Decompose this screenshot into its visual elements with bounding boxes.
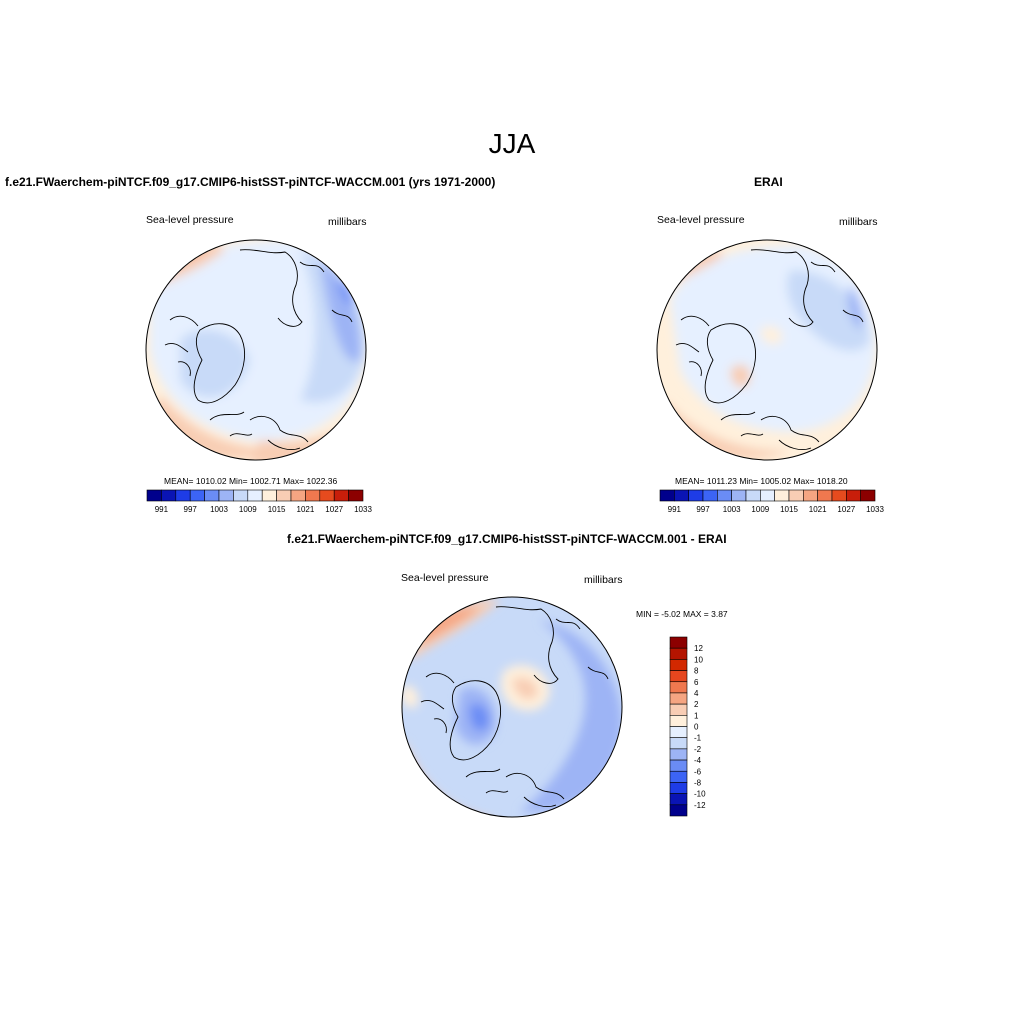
obs-colorbar-box [788, 489, 804, 502]
diff-colorbar-box [669, 726, 688, 738]
obs-colorbar-box [659, 489, 675, 502]
model-colorbar-tick-label: 997 [184, 505, 198, 514]
diff-colorbar-box [669, 670, 688, 683]
model-colorbar-box [290, 489, 306, 502]
diff-colorbar-box [669, 681, 688, 694]
obs-panel-title: ERAI [754, 175, 783, 189]
diff-colorbar-tick-label: -4 [694, 756, 702, 765]
obs-colorbar-tick-label: 1009 [751, 505, 769, 514]
diff-stats: MIN = -5.02 MAX = 3.87 [636, 609, 728, 619]
obs-colorbar-box [831, 489, 847, 502]
obs-colorbar-box [688, 489, 704, 502]
diff-colorbar-box [669, 748, 688, 761]
obs-colorbar-tick-label: 1003 [723, 505, 741, 514]
model-colorbar-tick-label: 1015 [268, 505, 286, 514]
model-stats: MEAN= 1010.02 Min= 1002.71 Max= 1022.36 [164, 476, 338, 486]
obs-colorbar-box [702, 489, 718, 502]
diff-colorbar-box [669, 770, 688, 783]
diff-colorbar-tick-label: -10 [694, 790, 706, 799]
obs-colorbar-box [846, 489, 861, 502]
obs-colorbar-tick-label: 1033 [866, 505, 884, 514]
obs-colorbar-tick-label: 1015 [780, 505, 798, 514]
model-colorbar-box [305, 489, 321, 502]
model-polar-map [145, 239, 367, 461]
model-colorbar-tick-label: 1027 [325, 505, 343, 514]
diff-colorbar-tick-label: -2 [694, 745, 702, 754]
obs-stats: MEAN= 1011.23 Min= 1005.02 Max= 1018.20 [675, 476, 848, 486]
model-colorbar-tick-label: 1021 [297, 505, 315, 514]
obs-colorbar-tick-label: 1021 [809, 505, 827, 514]
obs-colorbar-tick-label: 991 [668, 505, 682, 514]
obs-colorbar-box [817, 489, 833, 502]
diff-colorbar-box [669, 692, 688, 705]
diff-polar-map [401, 596, 623, 818]
diff-colorbar-box [669, 737, 688, 750]
diff-colorbar-tick-label: -8 [694, 778, 702, 787]
diff-colorbar-tick-label: -6 [694, 767, 702, 776]
diff-colorbar-box [669, 659, 688, 671]
diff-colorbar-box [669, 793, 688, 806]
obs-colorbar-box [731, 489, 747, 502]
diff-colorbar-box [669, 782, 688, 794]
obs-colorbar-box [860, 489, 876, 502]
obs-colorbar-box [760, 489, 775, 502]
diff-colorbar-tick-label: 8 [694, 667, 699, 676]
obs-colorbar-box [745, 489, 761, 502]
diff-colorbar-tick-label: 6 [694, 678, 699, 687]
model-colorbar-box [204, 489, 220, 502]
model-colorbar-box [276, 489, 292, 502]
model-field-label: Sea-level pressure [146, 214, 234, 226]
model-units-label: millibars [328, 216, 367, 228]
obs-colorbar-box [674, 489, 689, 502]
model-colorbar-box [261, 489, 277, 502]
diff-colorbar-tick-label: -12 [694, 801, 706, 810]
model-colorbar-box [146, 489, 162, 502]
model-colorbar-tick-label: 1009 [239, 505, 257, 514]
model-colorbar-box [233, 489, 249, 502]
diff-colorbar-tick-label: 12 [694, 644, 703, 653]
model-panel-title: f.e21.FWaerchem-piNTCF.f09_g17.CMIP6-his… [5, 175, 496, 189]
model-colorbar-tick-label: 1033 [354, 505, 372, 514]
model-colorbar-box [218, 489, 234, 502]
obs-colorbar-box [803, 489, 818, 502]
model-colorbar-box [348, 489, 364, 502]
diff-colorbar-box [669, 703, 688, 716]
model-colorbar-box [247, 489, 263, 502]
diff-colorbar-tick-label: -1 [694, 734, 702, 743]
model-colorbar: 991 997 1003 1009 1015 1021 1027 1033 [146, 489, 372, 514]
obs-colorbar: 991 997 1003 1009 1015 1021 1027 1033 [659, 489, 884, 514]
obs-colorbar-tick-label: 997 [696, 505, 710, 514]
diff-colorbar-box [669, 636, 688, 649]
model-colorbar-box [161, 489, 177, 502]
diff-colorbar-tick-label: 0 [694, 723, 699, 732]
diff-colorbar-tick-label: 2 [694, 700, 699, 709]
diff-colorbar-box [669, 715, 688, 727]
model-colorbar-box [333, 489, 349, 502]
diff-units-label: millibars [584, 574, 623, 586]
diff-colorbar-tick-label: 4 [694, 689, 699, 698]
diff-colorbar-box [669, 804, 688, 817]
diff-colorbar-box [669, 759, 688, 772]
obs-field-label: Sea-level pressure [657, 214, 745, 226]
diff-field-label: Sea-level pressure [401, 572, 489, 584]
model-colorbar-box [189, 489, 205, 502]
diff-panel-title: f.e21.FWaerchem-piNTCF.f09_g17.CMIP6-his… [287, 532, 727, 546]
obs-colorbar-box [774, 489, 790, 502]
model-colorbar-tick-label: 1003 [210, 505, 228, 514]
diff-colorbar-tick-label: 10 [694, 655, 703, 664]
obs-colorbar-tick-label: 1027 [837, 505, 855, 514]
obs-colorbar-box [717, 489, 732, 502]
season-title: JJA [488, 128, 536, 159]
obs-units-label: millibars [839, 216, 878, 228]
model-colorbar-box [175, 489, 191, 502]
diff-colorbar-tick-label: 1 [694, 711, 699, 720]
diff-colorbar-box [669, 647, 688, 660]
model-colorbar-box [319, 489, 335, 502]
obs-polar-map [656, 239, 878, 461]
model-colorbar-tick-label: 991 [155, 505, 169, 514]
